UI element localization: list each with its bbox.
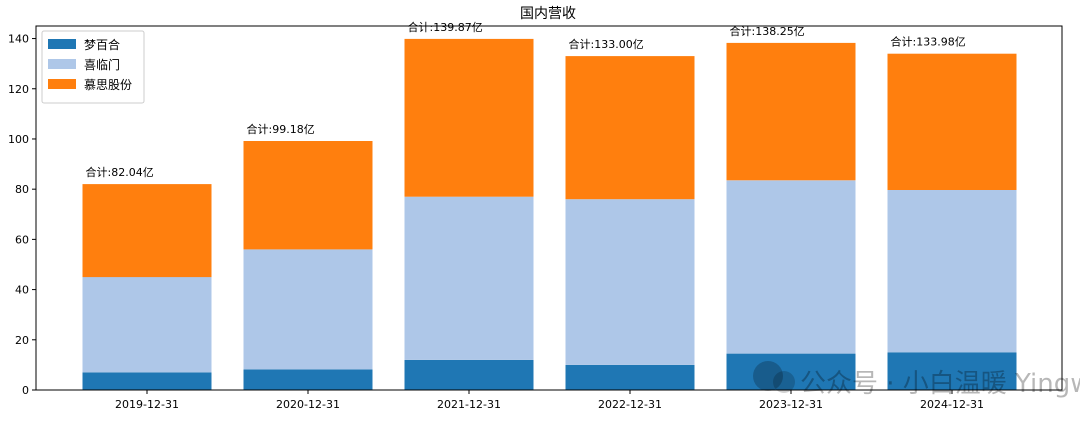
x-tick-label-2: 2021-12-31 [437, 398, 501, 411]
plot-frame [35, 25, 1063, 391]
x-tick-label-1: 2020-12-31 [276, 398, 340, 411]
y-tick-label-1: 20 [15, 334, 29, 347]
y-tick-label-4: 80 [15, 183, 29, 196]
y-tick-label-0: 0 [22, 384, 29, 397]
chart-title: 国内营收 [520, 6, 576, 22]
total-label-0: 合计:82.04亿 [86, 165, 154, 179]
total-label-5: 合计:133.98亿 [891, 35, 966, 49]
legend-swatch-1 [48, 59, 76, 69]
bar-segment-1-0 [82, 277, 212, 373]
watermark: 公众号 · 小白温暖 Yingwake [753, 361, 1080, 399]
y-tick-label-3: 60 [15, 233, 29, 246]
bar-segment-2-0 [82, 184, 212, 278]
bars-layer [82, 38, 1017, 390]
legend-swatch-2 [48, 79, 76, 89]
bar-segment-0-0 [82, 372, 212, 390]
legend-label-0: 梦百合 [84, 37, 120, 52]
y-tick-label-5: 100 [8, 133, 29, 146]
y-tick-label-6: 120 [8, 83, 29, 96]
bar-segment-2-4 [726, 42, 856, 181]
total-label-1: 合计:99.18亿 [247, 122, 315, 136]
bar-segment-2-5 [887, 53, 1017, 191]
x-axis: 2019-12-31 2020-12-31 2021-12-31 2022-12-31… [115, 390, 984, 411]
bar-segment-1-4 [726, 180, 856, 354]
bar-segment-2-2 [404, 38, 534, 197]
y-axis: 0 20 40 60 80 100 120 140 [8, 33, 36, 397]
bar-segment-0-2 [404, 359, 534, 390]
x-tick-label-0: 2019-12-31 [115, 398, 179, 411]
watermark-text: 公众号 · 小白温暖 Yingwake [800, 369, 1080, 399]
y-tick-label-2: 40 [15, 284, 29, 297]
bar-segment-1-3 [565, 199, 695, 365]
legend-swatch-0 [48, 39, 76, 49]
bar-segment-0-1 [243, 369, 373, 390]
x-tick-label-4: 2023-12-31 [759, 398, 823, 411]
bar-segment-1-1 [243, 249, 373, 370]
bar-segment-0-3 [565, 364, 695, 390]
legend-label-1: 喜临门 [84, 57, 120, 72]
bar-segment-0-5 [887, 352, 1017, 390]
bar-segment-2-3 [565, 56, 695, 200]
x-tick-label-3: 2022-12-31 [598, 398, 662, 411]
wechat-icon [753, 361, 783, 391]
bar-segment-2-1 [243, 141, 373, 250]
y-tick-label-7: 140 [8, 33, 29, 46]
x-tick-label-5: 2024-12-31 [920, 398, 984, 411]
bar-segment-1-5 [887, 189, 1017, 353]
bar-segment-1-2 [404, 196, 534, 360]
legend-label-2: 慕思股份 [84, 78, 132, 92]
total-label-3: 合计:133.00亿 [569, 37, 644, 51]
wechat-icon-bubble [773, 371, 795, 393]
bar-segment-0-4 [726, 353, 856, 390]
total-label-2: 合计:139.87亿 [408, 20, 483, 34]
total-label-4: 合计:138.25亿 [730, 24, 805, 38]
